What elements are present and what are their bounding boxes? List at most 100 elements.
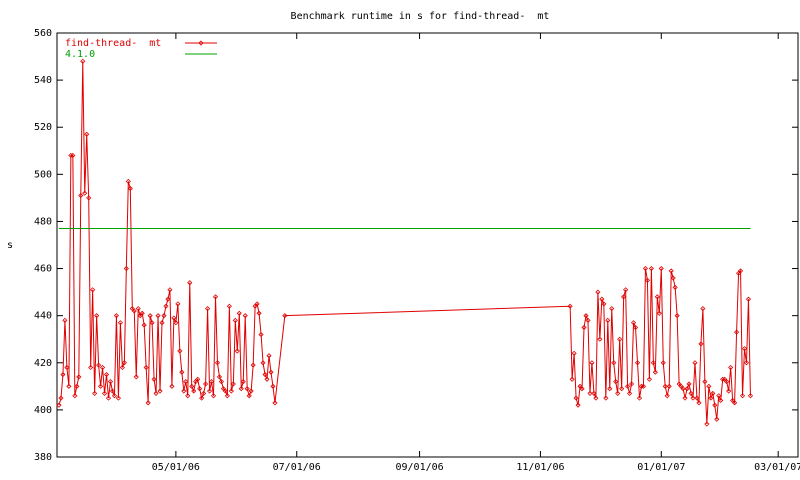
data-point — [70, 152, 76, 159]
y-tick-label: 460 — [34, 264, 52, 275]
data-point — [644, 277, 650, 283]
data-point — [205, 306, 211, 312]
x-tick-label: 01/01/07 — [637, 462, 685, 473]
data-point — [684, 386, 690, 392]
data-point — [187, 280, 193, 286]
data-point — [222, 388, 228, 394]
data-point — [88, 364, 94, 371]
data-point — [621, 294, 627, 300]
data-point — [666, 383, 672, 389]
data-point — [658, 265, 664, 272]
data-point — [159, 320, 165, 326]
data-point — [98, 383, 104, 389]
data-point — [115, 395, 121, 401]
data-point — [694, 395, 700, 401]
data-point — [581, 324, 587, 331]
data-point — [242, 313, 248, 319]
data-point — [169, 383, 175, 389]
data-point — [56, 402, 62, 408]
data-point — [634, 360, 641, 366]
data-point — [652, 369, 658, 375]
data-point — [82, 190, 88, 196]
data-point — [605, 317, 611, 323]
data-point — [90, 287, 96, 293]
data-point — [599, 296, 605, 302]
legend-marker — [198, 40, 204, 46]
data-point — [226, 303, 232, 309]
data-point — [593, 395, 599, 401]
data-point — [575, 402, 581, 408]
data-point — [646, 376, 652, 382]
data-point — [692, 360, 698, 366]
data-point — [214, 360, 221, 366]
data-point — [107, 379, 114, 385]
data-point — [254, 301, 260, 307]
y-tick-label: 560 — [34, 28, 52, 39]
data-point — [597, 336, 603, 342]
data-point — [625, 383, 631, 389]
y-tick-label: 500 — [34, 169, 52, 180]
data-point — [720, 376, 726, 382]
y-tick-label: 520 — [34, 122, 52, 133]
data-point — [240, 379, 246, 385]
data-point — [84, 131, 90, 137]
data-point — [743, 360, 750, 366]
data-point — [80, 58, 86, 64]
data-point — [74, 383, 80, 389]
data-point — [232, 317, 238, 323]
data-point — [121, 360, 127, 366]
data-point — [638, 383, 645, 389]
y-tick-label: 440 — [34, 311, 52, 322]
x-tick-label: 07/01/06 — [273, 462, 321, 473]
data-point — [615, 390, 621, 396]
data-point — [617, 336, 623, 342]
data-point — [119, 364, 125, 371]
data-point — [103, 371, 110, 378]
data-point — [698, 341, 704, 347]
data-point — [125, 178, 131, 184]
data-point — [728, 364, 734, 371]
data-point — [571, 350, 577, 356]
data-point — [197, 386, 203, 392]
data-point — [627, 390, 633, 396]
data-point — [105, 395, 112, 401]
y-tick-label: 380 — [34, 452, 52, 463]
data-point — [619, 386, 625, 392]
data-point — [579, 386, 585, 392]
data-point — [191, 388, 197, 394]
data-point — [248, 388, 254, 394]
y-tick-label: 400 — [34, 405, 52, 416]
data-point — [664, 393, 670, 399]
data-point — [583, 313, 589, 319]
data-point — [236, 310, 242, 316]
y-tick-label: 540 — [34, 75, 52, 86]
data-point — [702, 379, 708, 385]
data-point — [72, 393, 78, 399]
data-point — [569, 376, 575, 382]
data-point — [747, 393, 754, 399]
data-point — [153, 390, 159, 396]
data-point — [732, 400, 738, 406]
legend-label: find-thread- mt — [65, 38, 161, 49]
data-point — [690, 395, 696, 401]
y-tick-label: 480 — [34, 216, 52, 227]
data-point — [573, 395, 579, 401]
data-point — [133, 374, 139, 380]
data-point — [700, 306, 706, 312]
data-point — [650, 360, 656, 366]
data-point — [167, 287, 173, 293]
data-point — [109, 388, 116, 394]
data-point — [272, 400, 278, 406]
data-point — [195, 376, 201, 382]
data-point — [680, 386, 686, 392]
data-point — [224, 393, 230, 399]
data-point — [78, 192, 84, 199]
data-point — [704, 421, 710, 427]
data-point — [607, 386, 613, 392]
data-point — [199, 395, 205, 401]
data-point — [183, 379, 189, 385]
data-point — [260, 360, 266, 366]
data-point — [94, 313, 100, 319]
data-point — [266, 353, 272, 359]
data-point — [591, 390, 597, 396]
